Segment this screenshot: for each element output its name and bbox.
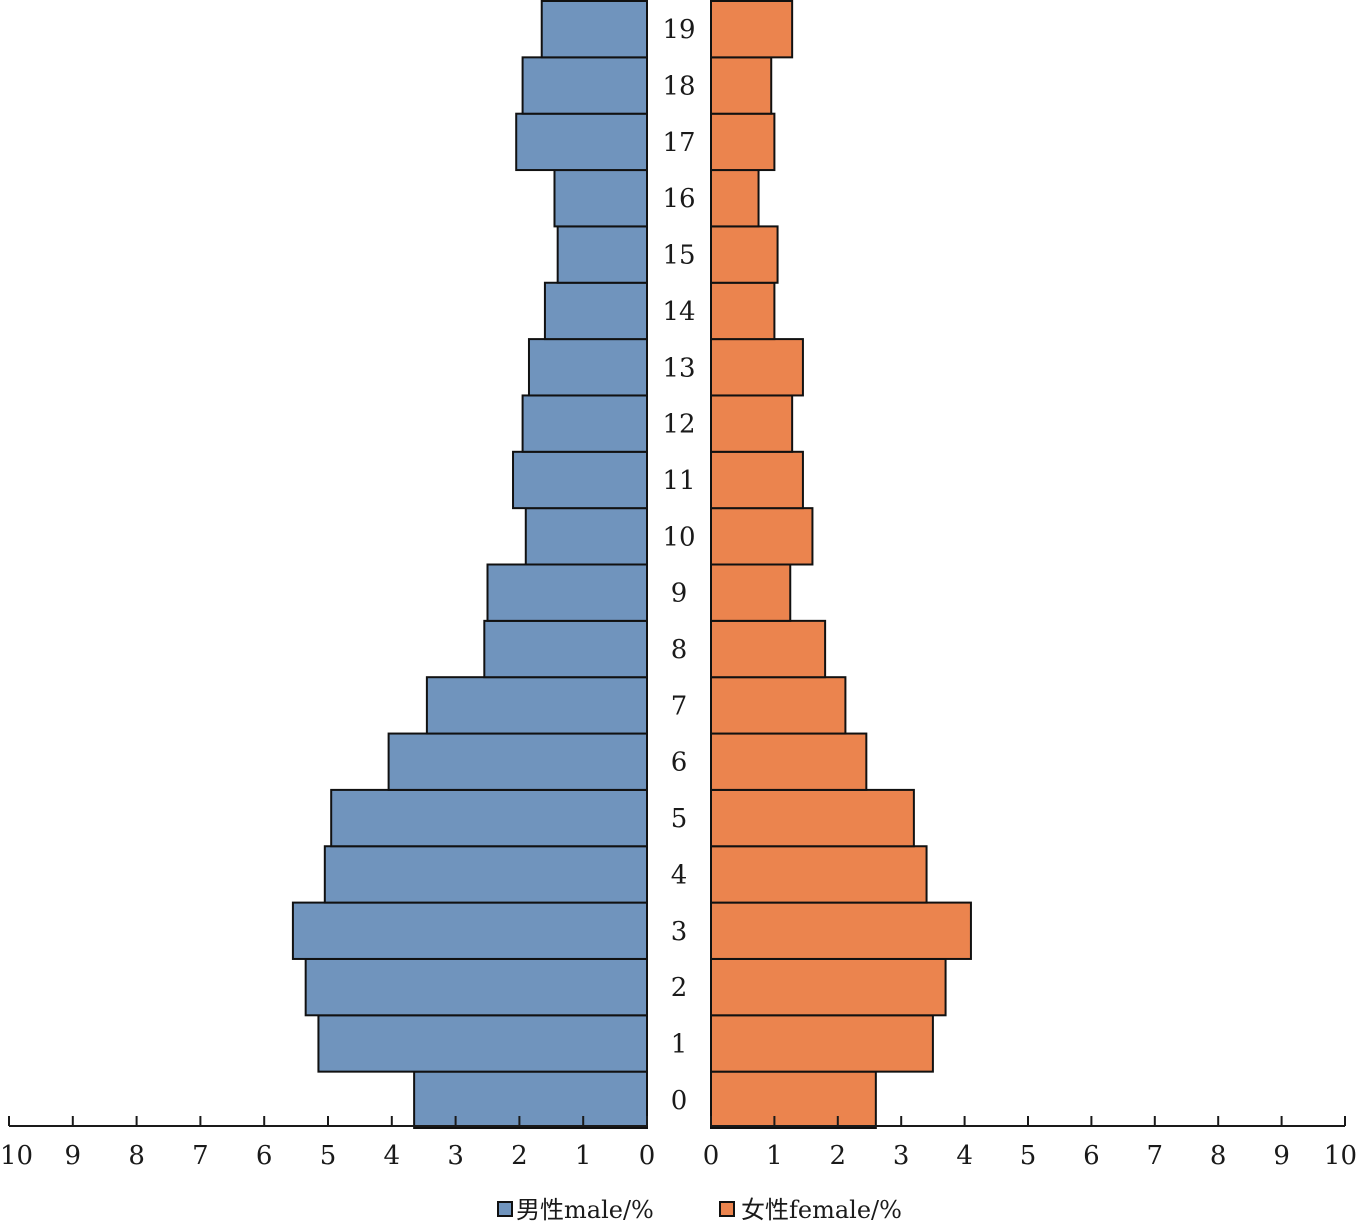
female-tick-label-1: 1: [766, 1141, 783, 1171]
male-tick-label-2: 2: [511, 1141, 528, 1171]
category-label-6: 6: [671, 748, 688, 778]
category-label-16: 16: [662, 184, 695, 214]
legend-swatch-female: [719, 1201, 735, 1217]
bar-female-9: [710, 563, 792, 622]
bar-female-2: [710, 957, 947, 1017]
female-x-axis: 0 1 2 3 4 5 6 7 8 9 10: [703, 1116, 1357, 1171]
legend-label-male: 男性male/%: [516, 1196, 654, 1221]
female-tick-label-3: 3: [893, 1141, 910, 1171]
legend-swatch-male: [497, 1201, 513, 1217]
bar-female-16: [710, 169, 760, 228]
bar-male-16: [553, 169, 648, 228]
female-tick-label-4: 4: [956, 1141, 973, 1171]
category-label-2: 2: [671, 973, 688, 1003]
bar-male-11: [512, 450, 649, 510]
male-bars: [291, 0, 649, 1130]
bar-male-10: [524, 507, 649, 566]
male-tick-label-9: 9: [65, 1141, 82, 1171]
bar-male-4: [323, 845, 648, 904]
female-tick-label-0: 0: [703, 1141, 720, 1171]
bar-male-17: [515, 112, 649, 172]
bar-female-4: [710, 845, 928, 904]
bar-male-14: [543, 281, 648, 341]
bar-male-7: [425, 676, 649, 735]
category-label-17: 17: [662, 128, 695, 158]
legend-label-female: 女性female/%: [741, 1196, 902, 1221]
bar-female-8: [710, 619, 827, 679]
category-label-12: 12: [662, 410, 695, 440]
bar-male-5: [330, 788, 648, 848]
bar-male-6: [387, 732, 648, 791]
category-label-9: 9: [671, 579, 688, 609]
bar-male-9: [486, 563, 648, 622]
category-label-5: 5: [671, 804, 688, 834]
bar-male-13: [527, 338, 648, 397]
category-label-14: 14: [662, 297, 695, 327]
bar-female-5: [710, 788, 915, 848]
female-tick-label-2: 2: [830, 1141, 847, 1171]
bar-female-7: [710, 676, 847, 735]
category-label-7: 7: [671, 691, 688, 721]
bar-female-3: [710, 901, 972, 960]
male-tick-label-4: 4: [384, 1141, 401, 1171]
male-tick-label-10: 10: [0, 1141, 33, 1171]
category-label-15: 15: [662, 241, 695, 271]
male-x-axis: 0 1 2 3 4 5 6 7 8 9 10: [0, 1116, 655, 1171]
bar-female-14: [710, 281, 776, 341]
bar-female-11: [710, 450, 804, 510]
bar-female-15: [710, 225, 779, 284]
male-tick-label-1: 1: [575, 1141, 592, 1171]
bar-female-12: [710, 394, 794, 453]
bar-female-18: [710, 56, 773, 115]
category-label-18: 18: [662, 72, 695, 102]
bar-male-19: [540, 0, 648, 59]
male-tick-label-6: 6: [256, 1141, 273, 1171]
bar-male-12: [521, 394, 649, 453]
legend: 男性male/% 女性female/%: [497, 1196, 902, 1221]
female-tick-label-7: 7: [1147, 1141, 1164, 1171]
bar-female-1: [710, 1014, 934, 1073]
male-tick-label-8: 8: [128, 1141, 145, 1171]
bar-female-0: [710, 1070, 877, 1130]
female-bars: [710, 0, 972, 1130]
bar-female-13: [710, 338, 804, 397]
category-label-0: 0: [671, 1086, 688, 1116]
bar-male-1: [317, 1014, 648, 1073]
bar-male-8: [483, 619, 648, 679]
category-label-4: 4: [671, 860, 688, 890]
bar-female-6: [710, 732, 868, 791]
female-tick-label-9: 9: [1273, 1141, 1290, 1171]
bar-female-10: [710, 507, 814, 566]
category-label-11: 11: [662, 466, 695, 496]
category-label-8: 8: [671, 635, 688, 665]
female-tick-label-5: 5: [1020, 1141, 1037, 1171]
male-tick-label-7: 7: [192, 1141, 209, 1171]
bar-female-19: [710, 0, 794, 59]
bar-male-2: [304, 957, 648, 1017]
bar-male-0: [413, 1070, 648, 1130]
category-label-1: 1: [671, 1029, 688, 1059]
category-label-13: 13: [662, 353, 695, 383]
male-tick-label-3: 3: [447, 1141, 464, 1171]
male-tick-label-0: 0: [639, 1141, 656, 1171]
category-label-3: 3: [671, 917, 688, 947]
bar-male-3: [291, 901, 648, 960]
female-tick-label-6: 6: [1083, 1141, 1100, 1171]
female-tick-label-8: 8: [1210, 1141, 1227, 1171]
bar-male-15: [556, 225, 648, 284]
male-tick-label-5: 5: [320, 1141, 337, 1171]
bar-male-18: [521, 56, 649, 115]
category-label-10: 10: [662, 522, 695, 552]
bar-female-17: [710, 112, 776, 172]
category-label-19: 19: [662, 15, 695, 45]
female-tick-label-10: 10: [1324, 1141, 1357, 1171]
